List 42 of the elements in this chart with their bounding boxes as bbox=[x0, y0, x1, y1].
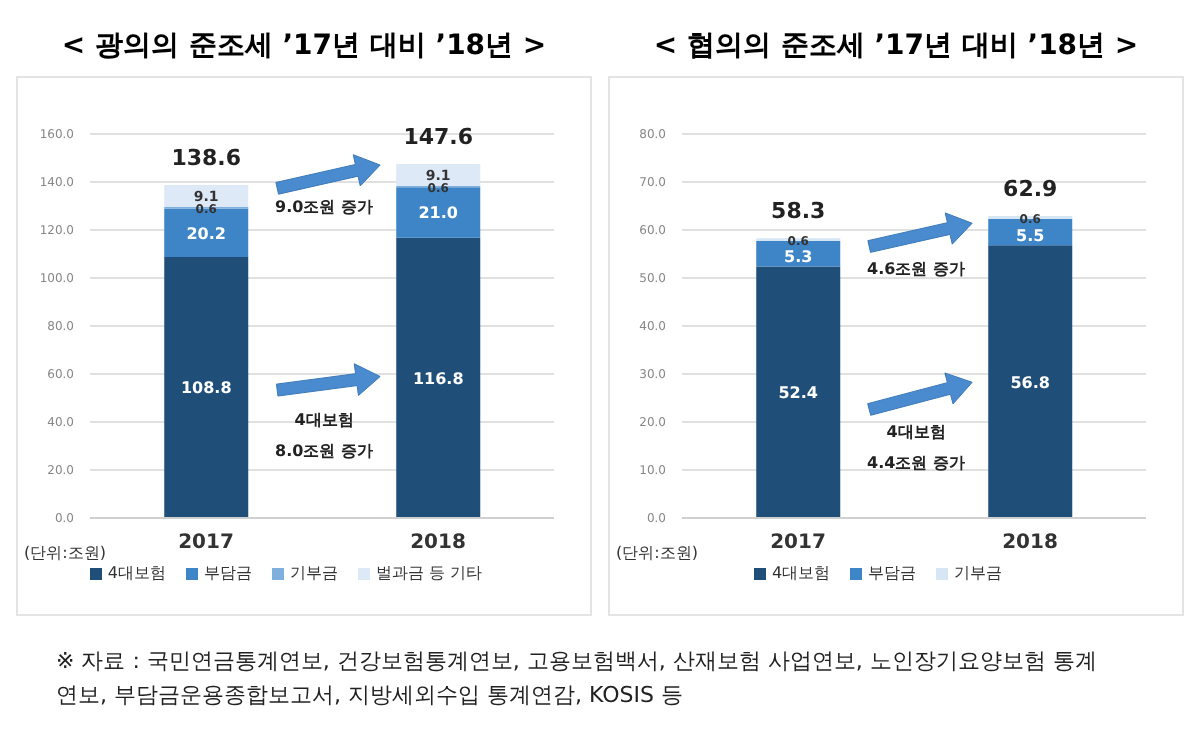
data-label: 52.4 bbox=[778, 384, 819, 403]
legend-label: 기부금 bbox=[954, 562, 1003, 584]
x-tick-label: 2018 bbox=[410, 532, 466, 555]
bar bbox=[164, 208, 249, 257]
legend-label: 4대보험 bbox=[107, 562, 166, 584]
total-label: 147.6 bbox=[403, 124, 474, 150]
data-label: 20.2 bbox=[186, 224, 226, 243]
chart-title: < 광의의 준조세 ’17년 대비 ’18년 > bbox=[59, 28, 549, 66]
data-label: 116.8 bbox=[412, 369, 465, 388]
bar bbox=[988, 245, 1073, 518]
data-label: 108.8 bbox=[180, 379, 233, 398]
bar bbox=[396, 164, 481, 186]
text: (단위:조원) bbox=[24, 544, 106, 562]
legend-label: 기부금 bbox=[290, 562, 338, 584]
legend-label: 벌과금 등 기타 bbox=[376, 562, 483, 584]
bar bbox=[396, 237, 481, 518]
annotation: 8.0조원 증가 bbox=[275, 442, 373, 461]
legend-label: 부담금 bbox=[204, 562, 252, 584]
annotation: 4.6조원 증가 bbox=[867, 259, 965, 278]
bar bbox=[756, 266, 841, 518]
chart-title: < 협의의 준조세 ’17년 대비 ’18년 > bbox=[651, 28, 1141, 66]
annotation: 9.0조원 증가 bbox=[275, 197, 373, 216]
total-label: 58.3 bbox=[771, 198, 826, 225]
annotation: 4대보험 bbox=[294, 411, 354, 429]
annotation: 4.4조원 증가 bbox=[867, 453, 965, 472]
legend-label: 4대보험 bbox=[771, 562, 831, 584]
bar bbox=[164, 256, 249, 518]
data-label: 5.3 bbox=[784, 248, 813, 267]
text: (단위:조원) bbox=[616, 544, 698, 562]
total-label: 138.6 bbox=[171, 145, 242, 172]
bar bbox=[164, 185, 249, 207]
x-tick-label: 2017 bbox=[178, 532, 234, 555]
data-label: 21.0 bbox=[418, 204, 459, 223]
data-label: 56.8 bbox=[1010, 373, 1051, 392]
data-label: 5.5 bbox=[1016, 227, 1046, 246]
bar bbox=[396, 187, 481, 238]
annotation: 4대보험 bbox=[886, 422, 946, 441]
x-tick-label: 2017 bbox=[770, 532, 826, 555]
total-label: 62.9 bbox=[1003, 176, 1058, 203]
legend-label: 부담금 bbox=[868, 562, 917, 584]
text: ※ 자료 : 국민연금통계연보, 건강보험통계연보, 고용보험백서, 산재보험 사업연보, 노인장기요양보험 통계연보, 부담금운용종합보고서, 지방세외수입 통계연감, KOSIS 등 bbox=[54, 646, 1099, 712]
x-tick-label: 2018 bbox=[1002, 532, 1058, 555]
